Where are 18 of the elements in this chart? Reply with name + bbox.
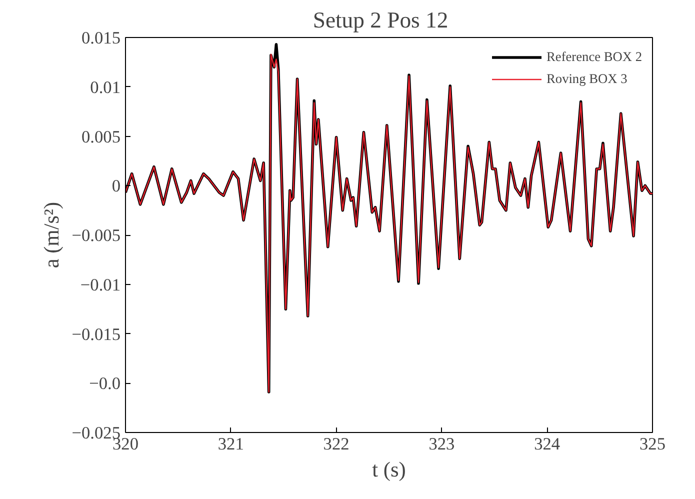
x-tick-label: 321 — [218, 434, 244, 454]
y-tick-label: −0.01 — [80, 275, 121, 294]
y-tick-label: −0.015 — [72, 324, 121, 344]
y-tick-label: 0.01 — [90, 78, 121, 97]
chart-title: Setup 2 Pos 12 — [312, 8, 448, 32]
y-tick-label: −0.005 — [72, 226, 121, 245]
y-tick-label: 0 — [112, 176, 121, 196]
x-tick-label: 322 — [323, 434, 350, 454]
x-tick-label: 323 — [428, 434, 455, 454]
y-tick-label: −0.0 — [89, 374, 121, 394]
y-axis-title: a (m/s²) — [40, 202, 64, 268]
y-tick-label: 0.015 — [82, 28, 121, 48]
x-tick-label: 324 — [534, 434, 560, 454]
legend-label: Roving BOX 3 — [546, 71, 628, 87]
x-axis-title: t (s) — [372, 458, 406, 482]
x-tick-label: 325 — [640, 434, 666, 454]
legend-label: Reference BOX 2 — [546, 49, 642, 65]
y-tick-label: 0.005 — [82, 127, 121, 146]
